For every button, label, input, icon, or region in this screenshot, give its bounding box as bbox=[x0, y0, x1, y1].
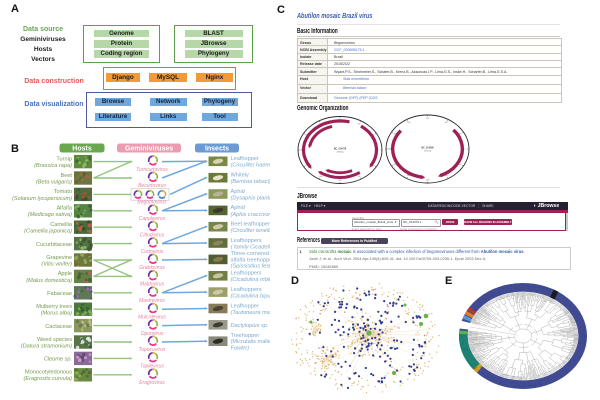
svg-text:Citlodivirus: Citlodivirus bbox=[140, 232, 165, 238]
svg-text:Whitely: Whitely bbox=[231, 173, 250, 179]
svg-text:Curtovirus: Curtovirus bbox=[141, 249, 164, 255]
svg-text:Mastrevirus: Mastrevirus bbox=[139, 298, 165, 304]
svg-text:(Cicadulina mbila): (Cicadulina mbila) bbox=[231, 277, 271, 283]
svg-text:Monocotyledonous: Monocotyledonous bbox=[25, 370, 72, 376]
svg-text:Topocuvirus: Topocuvirus bbox=[139, 347, 166, 353]
svg-text:Aphid: Aphid bbox=[231, 205, 245, 211]
svg-text:(Circulifer tenellus): (Circulifer tenellus) bbox=[231, 228, 271, 234]
svg-text:(Malus domestica): (Malus domestica) bbox=[26, 278, 72, 284]
svg-text:(Tautoneura mallotus): (Tautoneura mallotus) bbox=[231, 310, 271, 316]
svg-text:Cucurbitaceae: Cucurbitaceae bbox=[36, 242, 72, 248]
svg-text:2100: 2100 bbox=[393, 164, 397, 166]
svg-text:Geminiviruses: Geminiviruses bbox=[125, 146, 173, 153]
svg-text:(Bemisia tabaci): (Bemisia tabaci) bbox=[231, 179, 271, 185]
svg-text:Begomovirus: Begomovirus bbox=[137, 200, 167, 206]
svg-text:2100: 2100 bbox=[305, 165, 309, 167]
svg-text:(Micrutalis malleifera: (Micrutalis malleifera bbox=[231, 339, 271, 345]
svg-text:(Circulifer haematoceps): (Circulifer haematoceps) bbox=[231, 163, 271, 169]
svg-text:200: 200 bbox=[445, 175, 448, 177]
svg-text:(Morus alba): (Morus alba) bbox=[41, 311, 73, 317]
svg-text:Beet leafhopper: Beet leafhopper bbox=[231, 222, 271, 228]
svg-text:200: 200 bbox=[358, 176, 361, 178]
svg-text:Weed species: Weed species bbox=[37, 337, 72, 343]
svg-text:Leafhoppers: Leafhoppers bbox=[231, 238, 262, 244]
svg-text:1200: 1200 bbox=[407, 122, 411, 124]
svg-text:Leafhoppers: Leafhoppers bbox=[231, 271, 262, 277]
svg-text:1800: 1800 bbox=[300, 150, 304, 152]
svg-text:(Solanum lycopersicum): (Solanum lycopersicum) bbox=[12, 196, 72, 202]
svg-text:Treehopper: Treehopper bbox=[231, 333, 260, 339]
svg-text:(Beta vulgaris): (Beta vulgaris) bbox=[36, 179, 72, 185]
svg-text:(Cicadulina bipunctella): (Cicadulina bipunctella) bbox=[231, 294, 271, 300]
svg-text:E: E bbox=[445, 275, 452, 287]
svg-text:(Camellia japonica): (Camellia japonica) bbox=[24, 229, 72, 235]
svg-text:(Datura stramonium): (Datura stramonium) bbox=[21, 343, 72, 349]
svg-text:Turnip: Turnip bbox=[56, 156, 72, 162]
svg-text:2700: 2700 bbox=[338, 180, 342, 182]
svg-text:Cleome sp.: Cleome sp. bbox=[44, 357, 72, 363]
svg-text:Fabaceae: Fabaceae bbox=[47, 291, 72, 297]
svg-text:2400: 2400 bbox=[319, 176, 323, 178]
svg-text:NC_014379: NC_014379 bbox=[334, 148, 347, 151]
svg-text:Three-cornered: Three-cornered bbox=[231, 251, 270, 257]
svg-text:D: D bbox=[291, 275, 299, 287]
svg-text:Leafhopper: Leafhopper bbox=[231, 156, 259, 162]
svg-text:Maldovirus: Maldovirus bbox=[140, 282, 165, 288]
svg-text:Mulberry trees: Mulberry trees bbox=[36, 304, 72, 310]
svg-text:0: 0 bbox=[465, 149, 466, 151]
svg-text:Mulcrilevirus: Mulcrilevirus bbox=[138, 314, 166, 320]
svg-text:900: 900 bbox=[426, 118, 429, 120]
svg-text:500: 500 bbox=[372, 165, 375, 167]
svg-text:Grablovirus: Grablovirus bbox=[139, 265, 165, 271]
svg-text:Camellia: Camellia bbox=[50, 222, 73, 228]
svg-text:Leafhopper: Leafhopper bbox=[231, 303, 259, 309]
svg-text:2700: 2700 bbox=[426, 179, 430, 181]
svg-text:2400: 2400 bbox=[407, 175, 411, 177]
svg-text:Grapevine: Grapevine bbox=[46, 255, 72, 261]
svg-text:2731 bp: 2731 bp bbox=[337, 152, 344, 154]
svg-text:(Aphis craccivora): (Aphis craccivora) bbox=[231, 212, 271, 218]
svg-text:Dactylopius sp.: Dactylopius sp. bbox=[231, 323, 269, 329]
svg-text:1800: 1800 bbox=[388, 149, 392, 151]
svg-text:Hosts: Hosts bbox=[72, 146, 92, 153]
svg-text:(Spissistilus festinus): (Spissistilus festinus) bbox=[231, 264, 271, 270]
svg-text:Apple: Apple bbox=[58, 271, 72, 277]
svg-text:Insects: Insects bbox=[205, 146, 229, 153]
svg-text:(Brassica rapa): (Brassica rapa) bbox=[34, 163, 72, 169]
svg-text:Cactaceae: Cactaceae bbox=[45, 324, 72, 330]
svg-text:NC_014380: NC_014380 bbox=[421, 147, 434, 150]
svg-text:Capulavirus: Capulavirus bbox=[139, 216, 166, 222]
svg-text:1500: 1500 bbox=[393, 133, 397, 135]
svg-text:Leafhoppers: Leafhoppers bbox=[231, 287, 262, 293]
svg-text:300: 300 bbox=[459, 133, 462, 135]
svg-text:(Vitis vinifer): (Vitis vinifer) bbox=[41, 261, 72, 267]
svg-text:alfalfa treehopper: alfalfa treehopper bbox=[231, 257, 271, 263]
svg-text:(Medicago sativa): (Medicago sativa) bbox=[28, 212, 72, 218]
svg-text:Alfalfa: Alfalfa bbox=[56, 206, 72, 212]
svg-text:Eragrovirus: Eragrovirus bbox=[139, 380, 165, 386]
svg-text:Opunvirus: Opunvirus bbox=[141, 331, 164, 337]
svg-text:Topilevirus: Topilevirus bbox=[140, 364, 164, 370]
svg-text:Becurtovirus: Becurtovirus bbox=[138, 183, 166, 189]
svg-text:Aphid: Aphid bbox=[231, 189, 245, 195]
svg-text:500: 500 bbox=[459, 164, 462, 166]
svg-text:Fowler): Fowler) bbox=[231, 345, 250, 351]
svg-text:( family Cicadellidae): ( family Cicadellidae) bbox=[231, 245, 271, 251]
svg-text:0: 0 bbox=[378, 150, 379, 152]
svg-text:Beet: Beet bbox=[60, 173, 72, 179]
svg-text:B: B bbox=[11, 143, 19, 155]
svg-text:Turncurtovirus: Turncurtovirus bbox=[136, 167, 168, 173]
svg-text:Tomato: Tomato bbox=[54, 189, 72, 195]
svg-text:600: 600 bbox=[358, 124, 361, 126]
svg-text:600: 600 bbox=[445, 122, 448, 124]
svg-text:(Eragrostis curvula): (Eragrostis curvula) bbox=[24, 376, 73, 382]
svg-text:2731 bp: 2731 bp bbox=[424, 151, 431, 153]
svg-text:(Dysaphis plantaginea): (Dysaphis plantaginea) bbox=[231, 195, 271, 201]
